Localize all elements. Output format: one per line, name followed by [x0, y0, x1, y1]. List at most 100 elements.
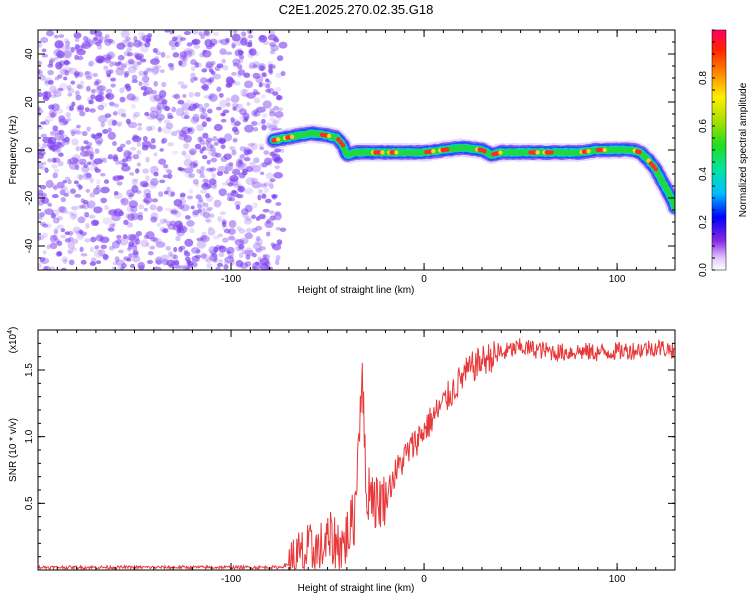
noise-point [179, 37, 187, 41]
noise-point [181, 57, 188, 61]
noise-point [188, 91, 194, 98]
noise-point [145, 192, 152, 199]
noise-point [170, 254, 177, 259]
noise-point [38, 108, 44, 115]
noise-point [182, 93, 187, 98]
noise-point [140, 58, 147, 63]
noise-point [139, 35, 145, 41]
noise-point [214, 152, 222, 158]
noise-point [70, 130, 76, 137]
ridge-core [445, 147, 450, 152]
y-tick-label: 0.5 [24, 496, 35, 510]
noise-point [52, 125, 59, 132]
noise-point [234, 49, 243, 57]
noise-point [116, 121, 123, 126]
noise-point [232, 138, 238, 143]
noise-point [203, 30, 210, 36]
noise-point [226, 83, 233, 88]
noise-point [199, 136, 204, 141]
noise-point [221, 219, 228, 225]
noise-point [127, 213, 135, 222]
noise-point [205, 117, 211, 122]
noise-point [77, 84, 84, 90]
noise-point [114, 256, 120, 263]
noise-point [202, 202, 209, 208]
noise-point [83, 199, 89, 205]
noise-point [178, 167, 185, 172]
noise-point [69, 107, 75, 112]
noise-point [93, 80, 100, 87]
noise-point [81, 165, 90, 173]
noise-point [61, 267, 67, 270]
noise-point [98, 35, 104, 41]
noise-point [275, 226, 281, 231]
noise-point [90, 236, 97, 243]
snr-scale-label: (x104) [7, 327, 19, 354]
noise-point [188, 188, 194, 194]
noise-point [237, 73, 242, 78]
noise-point [144, 111, 150, 117]
noise-point [79, 204, 86, 209]
noise-point [220, 118, 227, 123]
noise-point [178, 265, 186, 269]
noise-point [104, 204, 110, 211]
noise-point [243, 72, 251, 78]
bottom-x-axis: -100 0 100 [37, 330, 676, 585]
noise-point [213, 31, 219, 36]
noise-point [251, 164, 261, 173]
colorbar-ticks: 0.0 0.2 0.4 0.6 0.8 [698, 29, 715, 277]
noise-point [220, 112, 225, 117]
noise-point [173, 254, 178, 260]
noise-point [85, 85, 91, 92]
noise-point [65, 40, 71, 47]
noise-point [91, 161, 99, 167]
noise-point [174, 41, 182, 47]
noise-point [207, 228, 216, 236]
noise-point [63, 38, 69, 43]
noise-point [110, 221, 116, 226]
noise-point [196, 237, 203, 242]
noise-point [57, 206, 66, 213]
noise-point [211, 184, 217, 190]
noise-point [146, 259, 154, 265]
noise-point [259, 65, 265, 71]
noise-point [82, 35, 89, 42]
noise-point [223, 260, 230, 265]
noise-point [237, 69, 246, 76]
noise-point [48, 109, 57, 118]
noise-point [74, 72, 79, 79]
noise-point [38, 263, 42, 269]
noise-point [112, 175, 121, 182]
noise-point [39, 184, 47, 190]
noise-point [186, 259, 191, 265]
noise-point [240, 154, 245, 159]
noise-point [273, 157, 284, 164]
noise-point [108, 209, 118, 216]
noise-point [261, 113, 268, 118]
noise-point [163, 228, 169, 234]
noise-point [225, 97, 231, 102]
noise-point [84, 107, 90, 113]
noise-point [62, 66, 73, 73]
noise-point [87, 61, 94, 67]
noise-point [89, 152, 94, 157]
noise-point [231, 149, 237, 156]
noise-point [89, 159, 96, 166]
noise-point [40, 133, 47, 139]
noise-point [229, 145, 234, 150]
noise-point [244, 187, 254, 195]
noise-point [89, 30, 96, 35]
noise-point [248, 62, 256, 69]
noise-point [149, 94, 158, 103]
top-x-axis-title: Height of straight line (km) [298, 285, 415, 296]
noise-point [105, 34, 110, 39]
noise-point [218, 245, 224, 250]
noise-point [224, 256, 235, 264]
noise-point [100, 172, 106, 177]
noise-point [243, 80, 254, 89]
noise-point [164, 30, 171, 33]
noise-point [226, 192, 233, 198]
noise-point [183, 250, 189, 254]
noise-point [274, 210, 281, 217]
